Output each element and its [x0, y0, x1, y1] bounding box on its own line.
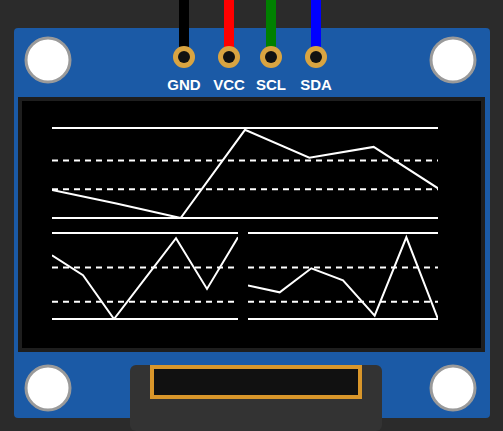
svg-text:SCL: SCL: [256, 76, 286, 93]
svg-text:VCC: VCC: [213, 76, 245, 93]
svg-text:SDA: SDA: [300, 76, 332, 93]
svg-text:GND: GND: [167, 76, 201, 93]
